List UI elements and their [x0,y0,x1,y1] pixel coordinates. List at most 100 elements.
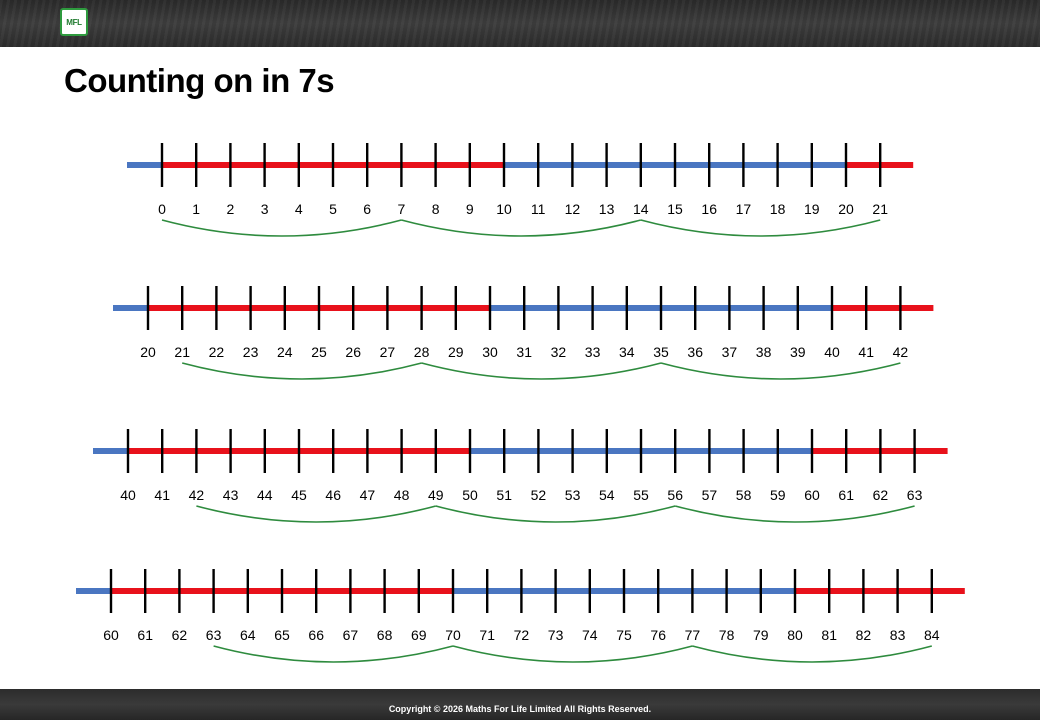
jump-arc [161,219,402,237]
tick-label: 16 [701,201,717,217]
tick-label: 17 [736,201,752,217]
tick-label: 42 [893,344,909,360]
tick-label: 33 [585,344,601,360]
page-title: Counting on in 7s [64,62,335,99]
tick-label: 27 [380,344,396,360]
tick-label: 60 [103,627,119,643]
tick-label: 31 [516,344,532,360]
tick-label: 40 [824,344,840,360]
number-line-4: 60 61 62 63 64 65 66 67 68 69 70 71 72 73 74 75 76 77 78 79… [76,569,965,663]
tick-label: 34 [619,344,635,360]
tick-label: 14 [633,201,649,217]
tick-label: 79 [753,627,769,643]
tick-label: 0 [158,201,166,217]
tick-label: 38 [756,344,772,360]
tick-label: 23 [243,344,259,360]
tick-label: 41 [858,344,874,360]
tick-label: 61 [137,627,153,643]
tick-label: 43 [223,487,239,503]
tick-label: 52 [531,487,547,503]
tick-label: 37 [722,344,738,360]
jump-arc [452,645,693,663]
jump-arc [674,505,915,523]
jump-arc [401,219,642,237]
tick-label: 22 [209,344,225,360]
tick-label: 73 [548,627,564,643]
tick-label: 63 [206,627,222,643]
top-banner [0,0,1040,47]
tick-label: 50 [462,487,478,503]
tick-label: 42 [189,487,205,503]
jump-arc [196,505,437,523]
number-line-3: 40 41 42 43 44 45 46 47 48 49 50 51 52 53 54 55 56 57 58 59… [93,429,948,523]
tick-label: 32 [551,344,567,360]
tick-label: 59 [770,487,786,503]
tick-label: 63 [907,487,923,503]
tick-label: 81 [821,627,837,643]
tick-label: 75 [616,627,632,643]
tick-label: 56 [667,487,683,503]
tick-label: 80 [787,627,803,643]
tick-label: 45 [291,487,307,503]
tick-label: 21 [872,201,888,217]
tick-label: 67 [343,627,359,643]
tick-label: 44 [257,487,273,503]
jump-arc [435,505,676,523]
tick-label: 41 [154,487,170,503]
mfl-logo: MFL [60,8,88,36]
tick-label: 6 [363,201,371,217]
tick-label: 8 [432,201,440,217]
jump-arc [181,362,422,380]
tick-label: 25 [311,344,327,360]
tick-label: 66 [308,627,324,643]
tick-label: 15 [667,201,683,217]
tick-label: 71 [479,627,495,643]
tick-label: 18 [770,201,786,217]
jump-arc [640,219,881,237]
tick-label: 84 [924,627,940,643]
tick-label: 3 [261,201,269,217]
tick-label: 48 [394,487,410,503]
tick-label: 24 [277,344,293,360]
number-line-1: 0 1 2 3 4 5 6 7 8 9 10 11 12 13 14 15 16 17 18 19 20 21 [127,143,914,237]
tick-label: 51 [496,487,512,503]
tick-label: 64 [240,627,256,643]
jump-arc [213,645,454,663]
tick-label: 57 [702,487,718,503]
tick-label: 36 [687,344,703,360]
copyright-text: Copyright © 2026 Maths For Life Limited … [388,703,652,714]
tick-label: 20 [838,201,854,217]
tick-label: 4 [295,201,303,217]
tick-label: 61 [838,487,854,503]
tick-label: 20 [140,344,156,360]
tick-label: 49 [428,487,444,503]
number-line-2: 20 21 22 23 24 25 26 27 28 29 30 31 32 33 34 35 36 37 38 39… [113,286,934,380]
tick-label: 7 [398,201,406,217]
tick-label: 62 [172,627,188,643]
tick-label: 2 [227,201,235,217]
tick-label: 74 [582,627,598,643]
tick-label: 54 [599,487,615,503]
tick-label: 47 [360,487,376,503]
tick-label: 30 [482,344,498,360]
tick-label: 11 [531,201,546,217]
tick-label: 13 [599,201,615,217]
tick-label: 9 [466,201,474,217]
tick-label: 82 [856,627,872,643]
tick-label: 1 [192,201,200,217]
tick-label: 5 [329,201,337,217]
tick-label: 12 [565,201,581,217]
tick-label: 78 [719,627,735,643]
tick-label: 53 [565,487,581,503]
tick-label: 19 [804,201,820,217]
tick-label: 35 [653,344,669,360]
footer-banner: Copyright © 2026 Maths For Life Limited … [0,689,1040,720]
tick-label: 68 [377,627,393,643]
tick-label: 76 [650,627,666,643]
tick-label: 26 [345,344,361,360]
tick-label: 72 [514,627,530,643]
jump-arc [660,362,901,380]
tick-label: 69 [411,627,427,643]
tick-label: 62 [873,487,889,503]
